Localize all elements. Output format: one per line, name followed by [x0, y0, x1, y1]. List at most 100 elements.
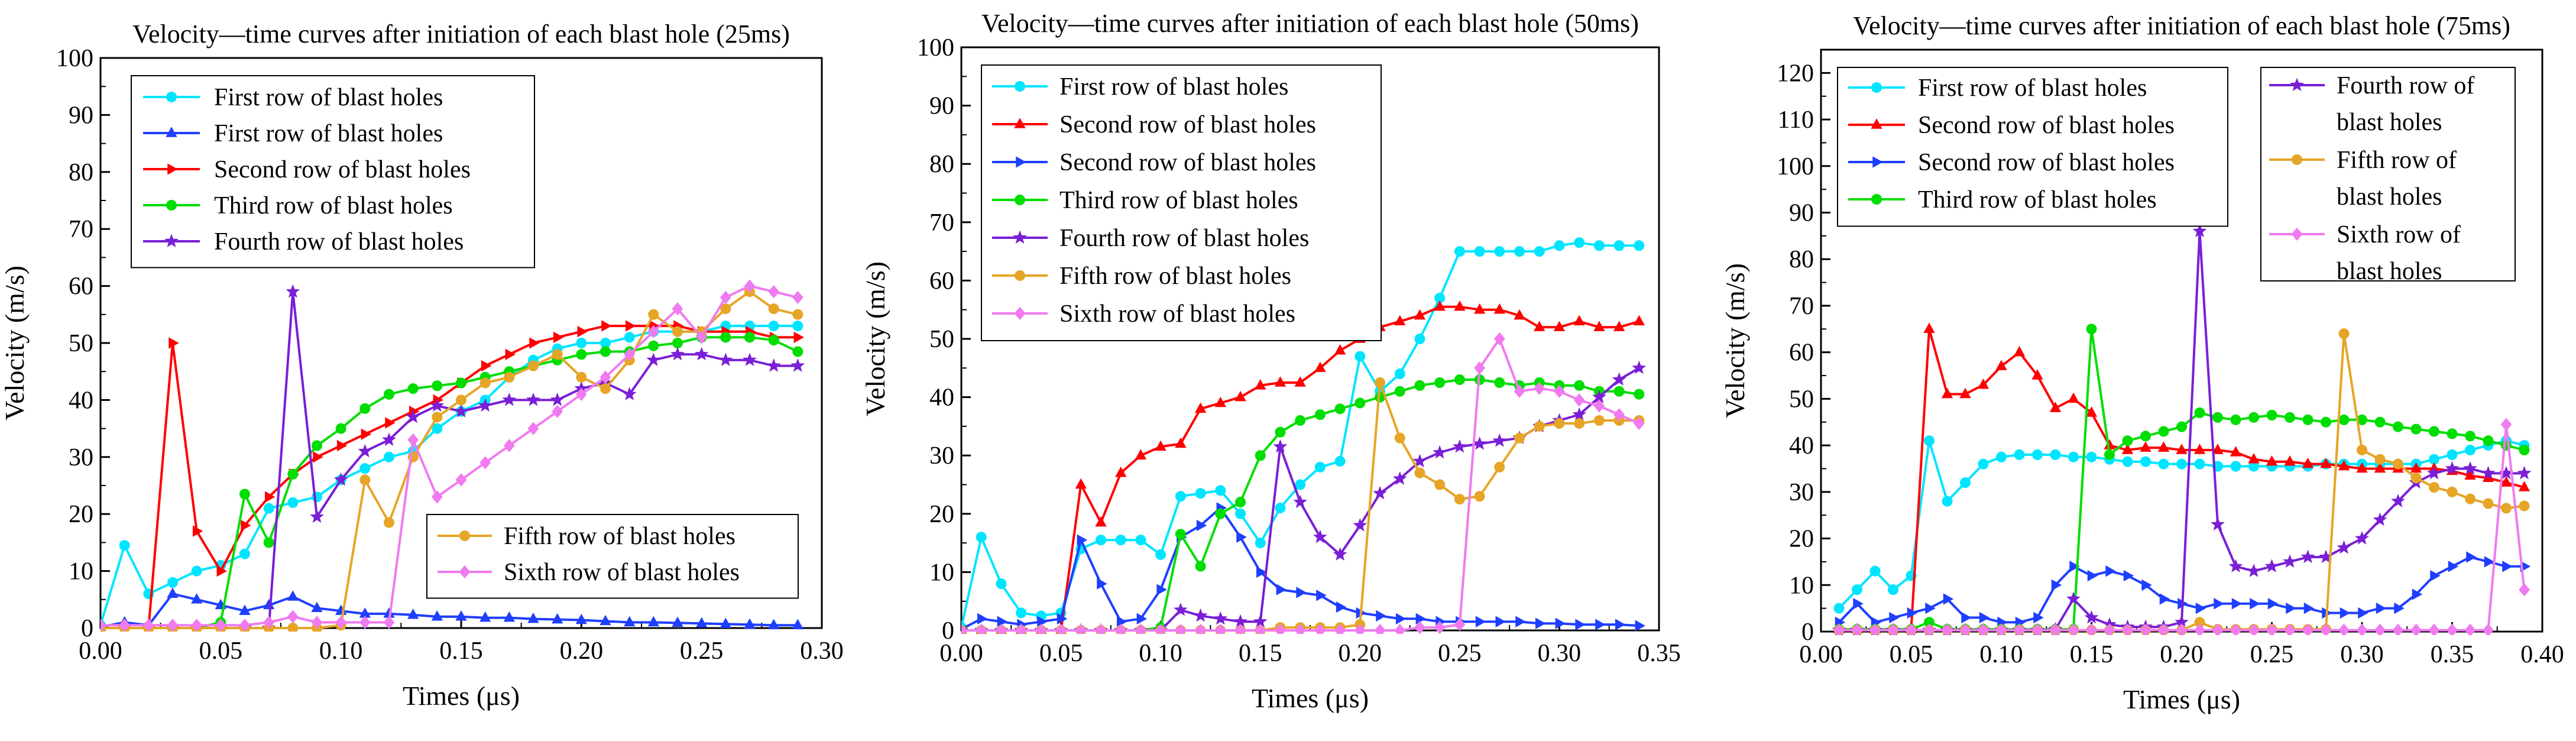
data-point — [1415, 613, 1427, 624]
legend-entry: Second row of blast holes — [1848, 149, 2175, 176]
y-tick-label: 80 — [929, 151, 954, 178]
data-point — [2410, 623, 2422, 635]
data-point — [2374, 623, 2386, 635]
x-axis-label: Times (μs) — [403, 681, 520, 711]
legend-label: Fourth row of blast holes — [214, 228, 464, 255]
legend-entry: Sixth row of blast holes — [2269, 221, 2461, 285]
data-point — [456, 394, 466, 406]
data-point — [313, 451, 323, 463]
data-point — [2338, 328, 2350, 339]
data-point — [2302, 414, 2313, 425]
data-point — [2445, 461, 2460, 475]
data-point — [382, 432, 396, 446]
data-point — [2374, 416, 2386, 428]
data-point — [1313, 529, 1327, 543]
data-point — [1472, 436, 1487, 450]
data-point — [2086, 451, 2097, 462]
data-point — [1613, 408, 1625, 422]
data-point — [2013, 345, 2026, 357]
x-tick-label: 0.10 — [1979, 641, 2023, 668]
data-point — [2086, 323, 2097, 335]
data-point — [1055, 623, 1067, 634]
data-point — [241, 519, 251, 532]
data-point — [1612, 372, 1626, 386]
data-point — [744, 332, 755, 343]
data-point — [552, 613, 563, 624]
x-axis-label: Times (μs) — [1252, 683, 1369, 713]
data-point — [287, 623, 299, 632]
data-point — [622, 387, 637, 400]
data-point — [2356, 623, 2368, 635]
data-point — [2483, 623, 2494, 635]
data-point — [1493, 332, 1505, 346]
data-point — [1534, 321, 1545, 332]
legend-swatch-marker — [1015, 81, 1025, 92]
data-point — [2464, 623, 2476, 635]
data-point — [2357, 444, 2367, 455]
data-point — [2266, 623, 2277, 635]
x-tick-label: 0.35 — [2431, 641, 2474, 668]
data-point — [2247, 564, 2261, 577]
data-point — [1255, 379, 1266, 390]
data-point — [1255, 538, 1266, 549]
data-point — [1314, 461, 1326, 473]
legend-1: First row of blast holes Second row of bl… — [981, 64, 1382, 341]
legend-swatch-marker — [1016, 156, 1026, 168]
legend-label: Sixth row of blast holes — [1059, 300, 1295, 328]
data-point — [167, 577, 178, 588]
data-point — [1851, 623, 1863, 635]
legend-swatch-marker — [1872, 156, 1883, 168]
data-point — [575, 613, 587, 624]
data-point — [432, 380, 443, 391]
legend-label: Sixth row of blast holes — [2337, 221, 2461, 285]
data-point — [2248, 412, 2259, 423]
data-point — [2033, 611, 2044, 624]
data-point — [1833, 623, 1845, 635]
legend-box — [426, 514, 799, 599]
x-tick-label: 0.15 — [2070, 641, 2114, 668]
data-point — [1574, 380, 1585, 391]
legend-label: Third row of blast holes — [214, 192, 453, 219]
chart-panel-1: Velocity—time curves after initiation of… — [0, 20, 844, 711]
data-point — [647, 616, 659, 627]
data-point — [2447, 449, 2458, 460]
x-tick-label: 0.20 — [560, 638, 604, 665]
data-point — [359, 474, 371, 486]
data-point — [361, 428, 372, 440]
data-point — [2212, 623, 2224, 635]
legend-label: Fourth row of blast holes — [1059, 225, 1309, 252]
y-tick-label: 40 — [1789, 432, 1814, 460]
data-point — [1907, 607, 1918, 619]
data-point — [1554, 418, 1565, 429]
legend-entry: Fifth row of blast holes — [2269, 147, 2457, 211]
y-tick-label: 80 — [1789, 246, 1814, 273]
data-point — [1906, 623, 1917, 635]
data-point — [672, 338, 683, 348]
data-point — [191, 619, 203, 632]
data-point — [2464, 469, 2476, 480]
data-point — [2286, 602, 2296, 614]
data-point — [1395, 613, 1407, 624]
data-point — [1869, 623, 1881, 635]
data-point — [1852, 584, 1862, 596]
data-point — [1274, 376, 1287, 387]
y-tick-label: 0 — [942, 617, 954, 645]
legend-entry: Fourth row of blast holes — [2269, 72, 2474, 136]
data-point — [1097, 578, 1107, 590]
data-point — [1535, 617, 1546, 629]
data-point — [720, 303, 731, 315]
data-point — [1452, 439, 1467, 453]
data-point — [2519, 444, 2530, 455]
data-point — [2427, 465, 2441, 480]
data-point — [2176, 458, 2187, 470]
data-point — [1075, 623, 1087, 634]
data-point — [1575, 619, 1586, 630]
data-point — [744, 279, 756, 293]
legend-label: Second row of blast holes — [214, 156, 471, 183]
data-point — [1016, 607, 1027, 619]
data-point — [1923, 322, 1935, 334]
data-point — [1116, 616, 1127, 627]
data-point — [2193, 444, 2206, 454]
data-point — [2158, 623, 2169, 635]
legend-label: Fifth row of blast holes — [2337, 147, 2457, 211]
